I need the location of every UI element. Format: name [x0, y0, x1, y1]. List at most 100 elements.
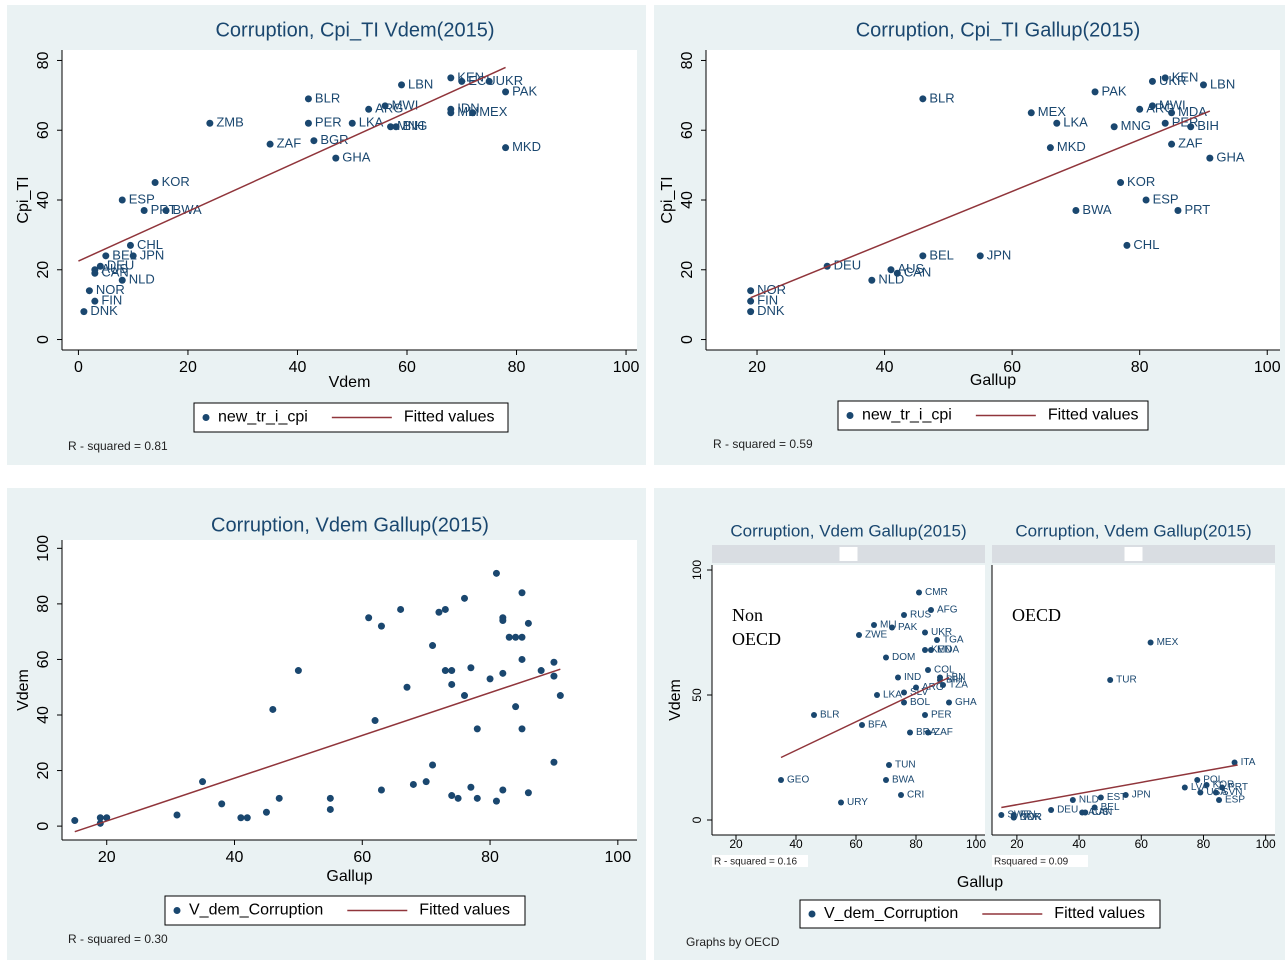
x-tick-label: 80	[909, 837, 923, 851]
point-label: FIN	[757, 293, 778, 308]
plot-area	[712, 565, 985, 835]
point-label: LKA	[359, 115, 384, 130]
x-tick-label: 40	[1072, 837, 1086, 851]
point-label: DEU	[107, 258, 134, 273]
point	[1231, 759, 1238, 766]
point-label: DEU	[1057, 805, 1078, 816]
point	[1206, 154, 1214, 162]
point-label: GHA	[342, 150, 371, 165]
point-label: DNK	[757, 303, 785, 318]
point	[1148, 102, 1156, 110]
point	[922, 647, 928, 653]
point-label: TUN	[895, 760, 916, 771]
point-label: BLR	[820, 710, 839, 721]
point	[243, 814, 251, 822]
point	[1219, 784, 1226, 791]
point-label: GEO	[787, 775, 809, 786]
x-axis-title: Gallup	[970, 372, 1016, 389]
x-tick-label: 80	[1197, 837, 1211, 851]
point	[1069, 797, 1076, 803]
point	[518, 725, 526, 733]
point	[883, 654, 889, 661]
point	[304, 95, 312, 103]
point	[518, 633, 526, 641]
point-label: BEL	[929, 247, 954, 262]
point-label: EST	[1107, 792, 1126, 803]
point-label: ZAF	[934, 727, 953, 738]
point	[294, 667, 302, 675]
point	[505, 633, 513, 641]
point-label: BIH	[1197, 118, 1219, 133]
point	[1097, 794, 1104, 801]
point	[429, 642, 437, 650]
legend-label: new_tr_i_cpi	[218, 409, 308, 426]
x-tick-label: 80	[508, 359, 526, 376]
point	[403, 683, 411, 691]
y-tick-label: 40	[35, 191, 52, 209]
plot-area	[62, 50, 637, 350]
point	[441, 605, 449, 613]
point	[859, 722, 865, 728]
y-axis-title: Vdem	[15, 669, 32, 711]
point	[537, 667, 545, 675]
point	[778, 777, 784, 783]
point	[377, 786, 385, 794]
point	[1194, 777, 1201, 783]
point	[118, 276, 126, 284]
point	[524, 619, 532, 627]
point	[473, 794, 481, 802]
point	[1142, 196, 1150, 204]
point-label: SWE	[1007, 810, 1030, 821]
chart-title: Corruption, Cpi_TI Vdem(2015)	[215, 19, 494, 41]
point	[1136, 105, 1144, 113]
point	[919, 95, 927, 103]
point	[922, 629, 928, 636]
point-label: BWA	[173, 202, 202, 217]
y-tick-label: 0	[690, 816, 704, 823]
point	[199, 778, 207, 786]
point	[502, 144, 510, 152]
point-label: BEL	[112, 247, 137, 262]
point	[269, 705, 277, 713]
point	[398, 81, 406, 89]
point	[447, 109, 455, 117]
point-label: NOR	[96, 282, 125, 297]
y-tick-label: 20	[679, 261, 696, 279]
point	[392, 123, 400, 131]
point	[454, 794, 462, 802]
point-label: AFG	[937, 605, 958, 616]
point-label: DNK	[1020, 812, 1041, 823]
point-label: LBN	[946, 672, 965, 683]
point-label: BWA	[892, 775, 915, 786]
chart-title: Corruption, Cpi_TI Gallup(2015)	[856, 19, 1141, 41]
point-label: BLR	[929, 90, 954, 105]
point	[1199, 81, 1207, 89]
point-label: CMR	[925, 587, 948, 598]
point-label: KOR	[1127, 174, 1155, 189]
point	[397, 605, 405, 613]
legend-label: new_tr_i_cpi	[862, 407, 952, 424]
point-label: RUS	[910, 610, 931, 621]
point-label: MNG	[1121, 118, 1151, 133]
y-tick-label: 100	[690, 560, 704, 580]
y-tick-label: 80	[679, 51, 696, 69]
point-label: LKA	[883, 690, 902, 701]
legend-symbol	[202, 414, 210, 421]
point-label: JPN	[987, 247, 1012, 262]
point-label: MWI	[1159, 97, 1186, 112]
x-tick-label: 40	[226, 849, 244, 866]
point	[1046, 144, 1054, 152]
point	[80, 308, 88, 316]
point	[126, 241, 134, 249]
point-label: UKR	[931, 627, 952, 638]
point	[1110, 123, 1118, 131]
point	[901, 612, 907, 618]
point	[492, 797, 500, 805]
point	[448, 792, 456, 800]
legend-symbol	[173, 907, 181, 914]
x-axis-title: Gallup	[326, 868, 372, 885]
point	[266, 140, 274, 148]
legend-label: V_dem_Corruption	[189, 902, 323, 919]
point	[1197, 789, 1204, 796]
point	[435, 608, 443, 616]
